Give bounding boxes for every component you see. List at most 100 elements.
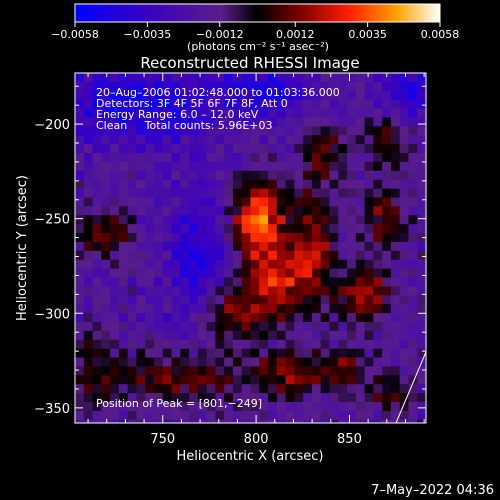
heatmap-cell xyxy=(373,188,383,199)
heatmap-cell xyxy=(408,393,418,403)
heatmap-cell xyxy=(311,348,322,359)
heatmap-cell xyxy=(382,304,392,314)
heatmap-cell xyxy=(338,153,348,163)
heatmap-cell xyxy=(355,135,366,145)
heatmap-cell xyxy=(110,144,120,154)
heatmap-cell xyxy=(232,348,243,359)
heatmap-cell xyxy=(417,161,426,172)
heatmap-cell xyxy=(311,330,322,341)
heatmap-cell xyxy=(180,348,190,359)
heatmap-cell xyxy=(250,224,260,234)
heatmap-cell xyxy=(390,170,401,181)
heatmap-cell xyxy=(276,215,287,225)
heatmap-cell xyxy=(250,233,260,243)
heatmap-cell xyxy=(206,259,217,270)
heatmap-cell xyxy=(153,304,164,314)
heatmap-cell xyxy=(329,321,339,332)
heatmap-cell xyxy=(364,153,374,163)
heatmap-cell xyxy=(136,73,146,83)
heatmap-cell xyxy=(250,126,260,136)
heatmap-cell xyxy=(276,339,287,350)
heatmap-cell xyxy=(180,410,190,421)
heatmap-cell xyxy=(303,99,313,110)
heatmap-cell xyxy=(390,197,401,207)
heatmap-cell xyxy=(338,233,348,243)
heatmap-cell xyxy=(382,259,392,270)
heatmap-cell xyxy=(241,90,252,101)
heatmap-cell xyxy=(206,179,217,190)
heatmap-cell xyxy=(83,170,94,181)
heatmap-cell xyxy=(382,241,392,252)
heatmap-cell xyxy=(294,348,304,359)
heatmap-cell xyxy=(408,206,418,216)
heatmap-cell xyxy=(259,339,269,350)
heatmap-cell xyxy=(118,161,129,172)
heatmap-cell xyxy=(320,161,331,172)
heatmap-cell xyxy=(259,73,269,83)
heatmap-cell xyxy=(241,384,252,394)
heatmap-cell xyxy=(127,153,138,163)
heatmap-cell xyxy=(364,250,374,261)
heatmap-cell xyxy=(320,224,331,234)
heatmap-cell xyxy=(101,117,111,127)
heatmap-cell xyxy=(136,366,146,376)
heatmap-cell xyxy=(118,206,129,216)
heatmap-cell xyxy=(232,206,243,216)
heatmap-cell xyxy=(408,313,418,323)
heatmap-cell xyxy=(189,153,199,163)
heatmap-cell xyxy=(162,277,173,287)
heatmap-cell xyxy=(417,375,426,385)
heatmap-cell xyxy=(399,304,410,314)
heatmap-cell xyxy=(259,161,269,172)
heatmap-cell xyxy=(189,99,199,110)
heatmap-cell xyxy=(206,419,217,423)
heatmap-cell xyxy=(127,402,138,412)
heatmap-cell xyxy=(136,339,146,350)
heatmap-cell xyxy=(399,330,410,341)
heatmap-cell xyxy=(162,90,173,101)
heatmap-cell xyxy=(329,313,339,323)
heatmap-cell xyxy=(276,135,287,145)
heatmap-cell xyxy=(101,348,111,359)
heatmap-cell xyxy=(136,215,146,225)
heatmap-cell xyxy=(118,366,129,376)
heatmap-cell xyxy=(110,241,120,252)
heatmap-cell xyxy=(382,153,392,163)
heatmap-cell xyxy=(118,188,129,199)
heatmap-cell xyxy=(285,215,295,225)
heatmap-cell xyxy=(83,99,94,110)
colorbar-tick-label: 0.0058 xyxy=(421,28,460,41)
heatmap-cell xyxy=(92,366,102,376)
heatmap-cell xyxy=(232,144,243,154)
heatmap-cell xyxy=(417,348,426,359)
heatmap-cell xyxy=(250,419,260,423)
heatmap-cell xyxy=(224,135,234,145)
heatmap-cell xyxy=(303,161,313,172)
heatmap-cell xyxy=(294,375,304,385)
heatmap-cell xyxy=(373,153,383,163)
x-tick-label: 800 xyxy=(244,432,269,447)
heatmap-cell xyxy=(118,135,129,145)
heatmap-cell xyxy=(136,241,146,252)
heatmap-cell xyxy=(250,402,260,412)
heatmap-cell xyxy=(259,393,269,403)
heatmap-cell xyxy=(171,188,181,199)
heatmap-cell xyxy=(399,268,410,279)
heatmap-cell xyxy=(390,321,401,332)
heatmap-cell xyxy=(189,117,199,127)
heatmap-cell xyxy=(355,170,366,181)
heatmap-cell xyxy=(355,99,366,110)
heatmap-cell xyxy=(127,73,138,83)
heatmap-cell xyxy=(347,206,357,216)
y-tick-label: −300 xyxy=(34,307,70,322)
heatmap-cell xyxy=(241,108,252,119)
heatmap-cell xyxy=(294,330,304,341)
heatmap-cell xyxy=(329,402,339,412)
heatmap-cell xyxy=(320,206,331,216)
heatmap-cell xyxy=(127,170,138,181)
heatmap-cell xyxy=(215,268,225,279)
heatmap-cell xyxy=(311,206,322,216)
heatmap-cell xyxy=(145,108,155,119)
heatmap-cell xyxy=(250,153,260,163)
heatmap-cell xyxy=(417,268,426,279)
